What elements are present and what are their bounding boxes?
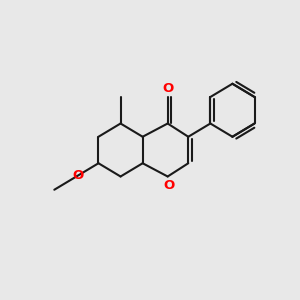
Text: O: O <box>162 82 173 95</box>
Text: O: O <box>164 179 175 192</box>
Text: O: O <box>72 169 83 182</box>
